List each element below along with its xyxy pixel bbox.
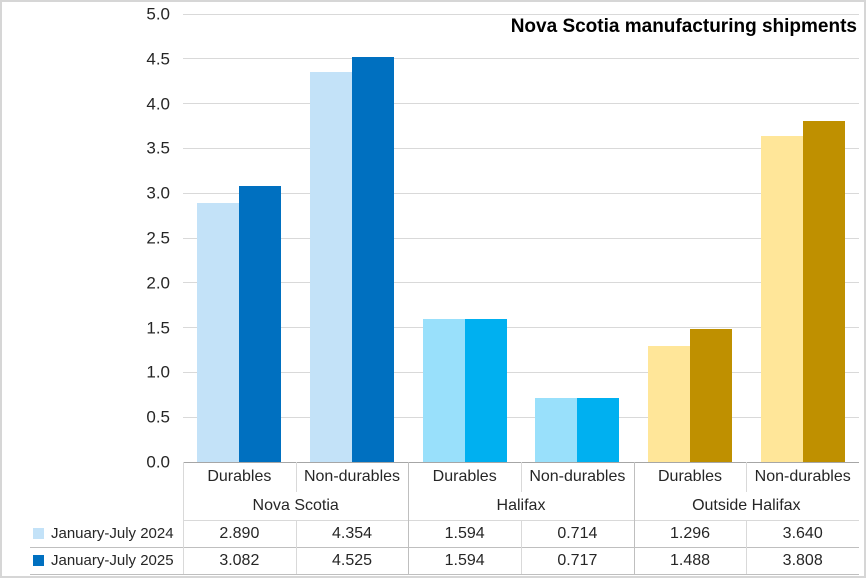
bar-2025-durables xyxy=(464,319,507,462)
gridline xyxy=(183,237,859,239)
group-label: Outside Halifax xyxy=(692,497,801,514)
bar-slot xyxy=(183,14,296,462)
gridline xyxy=(183,13,859,15)
table-cell: 0.714 xyxy=(557,524,598,542)
gridline xyxy=(183,192,859,194)
table-vline xyxy=(183,462,184,574)
table-vline xyxy=(521,462,522,492)
category-axis: Durables Non-durables Durables Non-durables… xyxy=(183,462,859,492)
y-tick-label: 0.5 xyxy=(146,407,170,427)
table-vline xyxy=(746,462,747,492)
table-hline xyxy=(30,547,859,548)
table-vline xyxy=(746,520,747,574)
bar-slot xyxy=(521,14,634,462)
bar-2025-non-durables xyxy=(802,120,845,462)
category-label: Non-durables xyxy=(303,468,401,485)
table-cell: 3.640 xyxy=(782,524,823,542)
table-cell: 1.594 xyxy=(444,551,485,569)
category-label: Durables xyxy=(207,468,272,485)
gridline xyxy=(183,58,859,60)
table-cell: 4.525 xyxy=(331,551,373,569)
legend-swatch xyxy=(33,528,44,539)
y-tick-label: 3.0 xyxy=(146,183,170,203)
legend-swatch xyxy=(33,555,44,566)
category-label: Non-durables xyxy=(529,468,626,485)
group-axis: Nova Scotia Halifax Outside Halifax xyxy=(183,492,859,520)
table-cell: 1.488 xyxy=(670,551,711,569)
gridline xyxy=(183,371,859,373)
table-cell: 1.296 xyxy=(670,524,711,542)
gridline xyxy=(183,282,859,284)
table-cell: 3.082 xyxy=(219,551,260,569)
y-tick-label: 4.0 xyxy=(146,94,170,114)
table-cell: 4.354 xyxy=(331,524,373,542)
table-row: January-July 2025 3.082 4.525 1.594 0.717 1.4… xyxy=(30,547,859,574)
legend-item: January-July 2025 xyxy=(30,547,183,574)
y-tick-label: 2.0 xyxy=(146,273,170,293)
plot-area xyxy=(183,13,859,463)
table-vline xyxy=(634,462,635,574)
y-tick-label: 2.5 xyxy=(146,228,170,248)
group-label: Nova Scotia xyxy=(252,497,339,514)
bar-2024-non-durables xyxy=(535,398,578,462)
legend-label: January-July 2025 xyxy=(51,552,174,569)
bar-slot xyxy=(408,14,521,462)
bar-slot xyxy=(296,14,409,462)
bar-2024-non-durables xyxy=(309,71,352,462)
table-cell: 0.717 xyxy=(557,551,598,569)
gridline xyxy=(183,327,859,329)
bar-2024-durables xyxy=(197,203,240,462)
legend-item: January-July 2024 xyxy=(30,520,183,547)
category-label: Durables xyxy=(658,468,723,485)
category-label: Durables xyxy=(432,468,497,485)
bar-2024-non-durables xyxy=(760,135,803,462)
table-row: January-July 2024 2.890 4.354 1.594 0.714 1.2… xyxy=(30,520,859,547)
bar-slot xyxy=(634,14,747,462)
y-tick-label: 5.0 xyxy=(146,4,170,24)
table-vline xyxy=(296,520,297,574)
y-tick-label: 4.5 xyxy=(146,49,170,69)
y-axis: 0.0 0.5 1.0 1.5 2.0 2.5 3.0 3.5 4.0 4.5 5.0 xyxy=(0,6,183,471)
table-vline xyxy=(296,462,297,492)
y-tick-label: 1.0 xyxy=(146,362,170,382)
bar-2025-durables xyxy=(239,185,282,462)
y-tick-label: 1.5 xyxy=(146,318,170,338)
gridline xyxy=(183,103,859,105)
table-cell: 3.808 xyxy=(782,551,823,569)
gridline xyxy=(183,147,859,149)
table-hline xyxy=(30,574,859,575)
bar-2024-durables xyxy=(422,319,465,462)
gridline xyxy=(183,416,859,418)
table-vline xyxy=(408,462,409,574)
legend-label: January-July 2024 xyxy=(51,525,174,542)
y-tick-label: 0.0 xyxy=(146,452,170,472)
bar-2025-non-durables xyxy=(351,56,394,462)
table-cell: 2.890 xyxy=(219,524,260,542)
chart-title: Nova Scotia manufacturing shipments xyxy=(510,16,857,37)
category-label: Non-durables xyxy=(754,468,851,485)
bar-slot xyxy=(746,14,859,462)
y-tick-label: 3.5 xyxy=(146,138,170,158)
bar-2024-durables xyxy=(647,345,690,462)
group-label: Halifax xyxy=(496,497,546,514)
bar-2025-durables xyxy=(689,328,732,462)
table-cell: 1.594 xyxy=(444,524,485,542)
bar-2025-non-durables xyxy=(577,397,620,462)
table-vline xyxy=(521,520,522,574)
